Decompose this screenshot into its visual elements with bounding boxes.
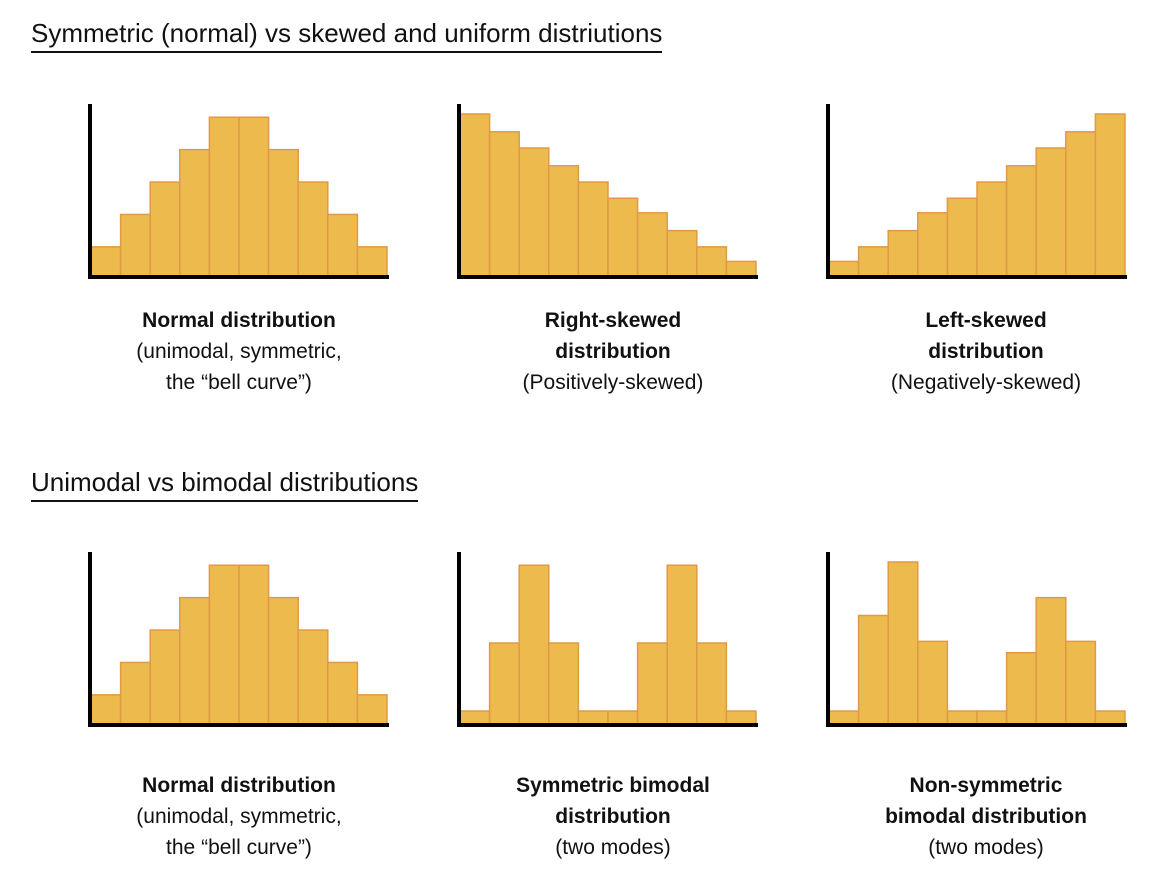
histogram-bar bbox=[90, 246, 122, 277]
caption-title: Normal distribution bbox=[142, 774, 336, 797]
caption-right-skewed: Right-skewed distribution (Positively-ske… bbox=[463, 305, 763, 398]
histogram-bar bbox=[1094, 113, 1126, 277]
section-title-modality: Unimodal vs bimodal distributions bbox=[31, 467, 419, 502]
histogram-bar bbox=[518, 564, 550, 725]
histogram-bar bbox=[238, 564, 270, 725]
histogram-bar bbox=[179, 596, 211, 725]
caption-subtitle: (unimodal, symmetric, the “bell curve”) bbox=[136, 805, 342, 859]
histogram-bar bbox=[636, 212, 668, 277]
caption-title: Left-skewed distribution bbox=[925, 309, 1047, 363]
histogram-bar bbox=[297, 629, 329, 725]
histogram-bar bbox=[857, 614, 889, 725]
histogram-bar bbox=[577, 181, 609, 277]
histogram-bar bbox=[636, 642, 668, 725]
histogram-bar bbox=[238, 116, 270, 277]
histogram-bar bbox=[946, 197, 978, 277]
histogram-bar bbox=[607, 710, 639, 725]
caption-normal-2: Normal distribution (unimodal, symmetric… bbox=[89, 770, 389, 863]
histogram-bar bbox=[208, 116, 240, 277]
histogram-bar bbox=[976, 710, 1008, 725]
histogram-bar bbox=[725, 260, 757, 277]
caption-title: Normal distribution bbox=[142, 309, 336, 332]
histogram-bar bbox=[696, 246, 728, 277]
caption-subtitle: (two modes) bbox=[928, 836, 1044, 859]
caption-title: Symmetric bimodal distribution bbox=[516, 774, 710, 828]
caption-title: Right-skewed distribution bbox=[544, 309, 682, 363]
histogram-bar bbox=[1065, 131, 1097, 277]
caption-symmetric-bimodal: Symmetric bimodal distribution (two modes… bbox=[463, 770, 763, 863]
histogram-bar bbox=[725, 710, 757, 725]
histogram-bar bbox=[887, 561, 919, 725]
histogram-bar bbox=[1005, 651, 1037, 725]
caption-subtitle: (Positively-skewed) bbox=[522, 371, 704, 394]
histogram-symmetric-bimodal bbox=[457, 552, 758, 727]
histogram-bar bbox=[607, 197, 639, 277]
histogram-bar bbox=[548, 165, 580, 277]
histogram-bar bbox=[90, 694, 122, 725]
histogram-bar bbox=[119, 661, 151, 725]
caption-subtitle: (two modes) bbox=[555, 836, 671, 859]
histogram-bar bbox=[267, 148, 299, 277]
histogram-bar bbox=[459, 113, 491, 277]
histogram-normal-1 bbox=[88, 104, 389, 279]
histogram-bar bbox=[297, 181, 329, 277]
histogram-bar bbox=[1094, 710, 1126, 725]
histogram-bar bbox=[149, 629, 181, 725]
histogram-non-symmetric-bimodal bbox=[826, 552, 1127, 727]
section-title-distributions-shape: Symmetric (normal) vs skewed and uniform… bbox=[31, 18, 663, 53]
histogram-bar bbox=[267, 596, 299, 725]
histogram-bar bbox=[1065, 640, 1097, 725]
histogram-bar bbox=[976, 181, 1008, 277]
histogram-bar bbox=[488, 642, 520, 725]
histogram-bar bbox=[459, 710, 491, 725]
histogram-bar bbox=[917, 640, 949, 725]
histogram-bar bbox=[149, 181, 181, 277]
caption-title: Non-symmetric bimodal distribution bbox=[885, 774, 1087, 828]
histogram-bar bbox=[1035, 596, 1067, 725]
histogram-bar bbox=[917, 212, 949, 277]
histogram-bar bbox=[518, 147, 550, 277]
histogram-bar bbox=[179, 148, 211, 277]
caption-subtitle: (Negatively-skewed) bbox=[890, 371, 1082, 394]
histogram-bar bbox=[327, 213, 359, 277]
histogram-bar bbox=[356, 694, 388, 725]
histogram-bar bbox=[666, 229, 698, 277]
histogram-bar bbox=[828, 710, 860, 725]
histogram-bar bbox=[548, 642, 580, 725]
histogram-bar bbox=[946, 710, 978, 725]
caption-subtitle: (unimodal, symmetric, the “bell curve”) bbox=[136, 340, 342, 394]
histogram-bar bbox=[696, 642, 728, 725]
histogram-bar bbox=[828, 260, 860, 277]
histogram-bar bbox=[1035, 147, 1067, 277]
histogram-bar bbox=[887, 229, 919, 277]
histogram-bar bbox=[488, 131, 520, 277]
histogram-left-skewed bbox=[826, 104, 1127, 279]
caption-left-skewed: Left-skewed distribution (Negatively-skew… bbox=[836, 305, 1136, 398]
caption-normal-1: Normal distribution (unimodal, symmetric… bbox=[89, 305, 389, 398]
histogram-bar bbox=[1005, 165, 1037, 277]
histogram-bar bbox=[327, 661, 359, 725]
histogram-bar bbox=[356, 246, 388, 277]
caption-non-symmetric-bimodal: Non-symmetric bimodal distribution (two m… bbox=[836, 770, 1136, 863]
histogram-bar bbox=[666, 564, 698, 725]
histogram-bar bbox=[119, 213, 151, 277]
histogram-bar bbox=[208, 564, 240, 725]
histogram-normal-2 bbox=[88, 552, 389, 727]
histogram-right-skewed bbox=[457, 104, 758, 279]
histogram-bar bbox=[577, 710, 609, 725]
histogram-bar bbox=[857, 246, 889, 277]
